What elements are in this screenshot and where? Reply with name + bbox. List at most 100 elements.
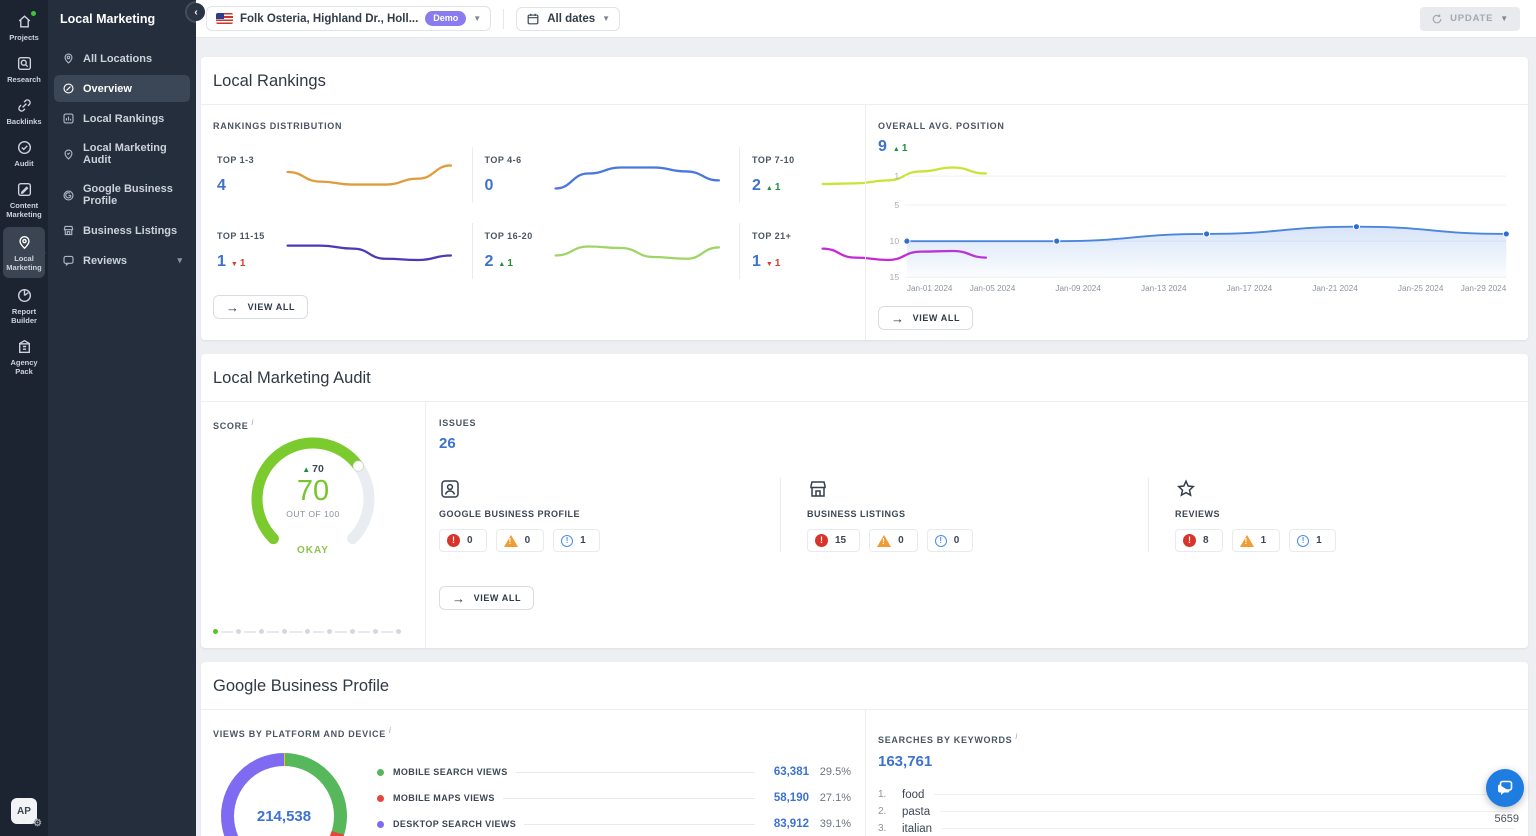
warnings-badge[interactable]: 0 (496, 529, 545, 552)
errors-count: 8 (1203, 535, 1209, 546)
legend-label: MOBILE MAPS VIEWS (393, 793, 495, 803)
sidebar-item-local-marketing-audit[interactable]: Local Marketing Audit (54, 135, 190, 173)
legend-label: DESKTOP SEARCH VIEWS (393, 819, 516, 829)
audit-issues-panel: ISSUES 26 GOOGLE BUSINESS PROFILE !0 0 !… (425, 402, 1528, 648)
sidebar-item-reviews[interactable]: Reviews ▾ (54, 247, 190, 274)
issues-group-reviews: REVIEWS !8 1 !1 (1148, 478, 1516, 552)
update-button[interactable]: UPDATE ▼ (1420, 7, 1520, 31)
notices-badge[interactable]: !1 (1289, 529, 1336, 552)
rail-item-projects[interactable]: Projects (0, 6, 48, 48)
legend-value: 58,190 (763, 792, 809, 804)
history-dot-connector (221, 631, 233, 633)
storefront-icon (62, 224, 75, 237)
rankings-view-all-button[interactable]: → VIEW ALL (213, 295, 308, 319)
rankings-tiles: TOP 1-3 4 TOP 4-6 0 TOP 7-10 (213, 147, 865, 279)
icon-rail: Projects Research Backlinks Audit Conten… (0, 0, 48, 836)
location-selector[interactable]: Folk Osteria, Highland Dr., Holl... Demo… (206, 6, 491, 31)
date-range-selector[interactable]: All dates ▼ (516, 7, 620, 31)
keywords-total: 163,761 (878, 753, 1514, 770)
arrow-right-icon: → (891, 314, 905, 323)
sidebar-item-overview[interactable]: Overview (54, 75, 190, 102)
legend-value: 63,381 (763, 766, 809, 778)
notices-count: 1 (1316, 535, 1322, 546)
searches-by-keywords-label: SEARCHES BY KEYWORDS (878, 732, 1514, 745)
reviews-chat-icon (62, 254, 75, 267)
rankings-distribution-label: RANKINGS DISTRIBUTION (213, 121, 865, 131)
warnings-badge[interactable]: 0 (869, 529, 918, 552)
svg-text:Jan-13 2024: Jan-13 2024 (1141, 284, 1187, 293)
audit-view-all-button[interactable]: → VIEW ALL (439, 586, 534, 610)
notices-badge[interactable]: !0 (927, 529, 974, 552)
rail-item-label: Research (7, 75, 41, 84)
views-by-platform-panel: VIEWS BY PLATFORM AND DEVICE 214,538 MOB… (201, 710, 865, 836)
rail-item-label: Report Builder (1, 307, 47, 325)
score-history-dots (213, 629, 401, 634)
warning-icon (877, 535, 891, 547)
google-icon (62, 189, 75, 202)
view-all-label: VIEW ALL (248, 302, 295, 312)
sidebar-collapse-button[interactable]: ‹ (187, 3, 205, 21)
chevron-down-icon: ▼ (602, 14, 610, 23)
legend-value: 83,912 (763, 818, 809, 830)
views-total: 214,538 (257, 808, 311, 825)
rail-item-label: Agency Pack (1, 358, 47, 376)
score-status: OKAY (233, 545, 393, 556)
history-dot (213, 629, 218, 634)
errors-badge[interactable]: !15 (807, 529, 860, 552)
warnings-count: 0 (898, 535, 904, 546)
error-icon: ! (1183, 534, 1196, 547)
issues-total: 26 (439, 435, 1516, 452)
sidebar-item-all-locations[interactable]: All Locations (54, 45, 190, 72)
errors-badge[interactable]: !0 (439, 529, 487, 552)
score-value: 70 (233, 475, 393, 508)
section-title: Local Rankings (201, 57, 1528, 105)
chevron-down-icon: ▼ (1500, 14, 1509, 23)
tile-value: 1 (217, 253, 226, 271)
svg-text:10: 10 (890, 236, 900, 246)
history-dot (396, 629, 401, 634)
rail-item-research[interactable]: Research (0, 48, 48, 90)
us-flag-icon (216, 13, 233, 24)
tile-label: TOP 21+ (752, 231, 810, 241)
sidebar-item-business-listings[interactable]: Business Listings (54, 217, 190, 244)
keyword-rank: 1. (878, 789, 902, 800)
sidebar-item-label: All Locations (83, 53, 152, 65)
user-avatar[interactable]: AP ⚙ (11, 798, 37, 824)
avg-position-view-all-button[interactable]: → VIEW ALL (878, 306, 973, 330)
notices-badge[interactable]: !1 (553, 529, 600, 552)
svg-text:15: 15 (890, 272, 900, 282)
rail-item-label: Projects (9, 33, 39, 42)
history-dot-connector (244, 631, 256, 633)
sparkline-chart (551, 231, 724, 277)
history-dot (259, 629, 264, 634)
issues-group-label: REVIEWS (1175, 509, 1516, 519)
agency-pack-icon (16, 338, 33, 355)
sidebar-item-local-rankings[interactable]: Local Rankings (54, 105, 190, 132)
sidebar-item-google-business-profile[interactable]: Google Business Profile (54, 176, 190, 214)
tile-delta: 1 (498, 258, 513, 269)
chat-widget-button[interactable] (1486, 769, 1524, 807)
chevron-down-icon: ▼ (473, 14, 481, 23)
svg-text:Jan-29 2024: Jan-29 2024 (1461, 284, 1507, 293)
rail-item-agency-pack[interactable]: Agency Pack (0, 331, 48, 382)
warnings-count: 0 (525, 535, 531, 546)
chat-bubble-icon (1495, 778, 1515, 798)
rail-item-local-marketing[interactable]: Local Marketing (3, 227, 45, 278)
rail-item-backlinks[interactable]: Backlinks (0, 90, 48, 132)
errors-badge[interactable]: !8 (1175, 529, 1223, 552)
rail-item-content-marketing[interactable]: Content Marketing (0, 174, 48, 225)
history-dot (350, 629, 355, 634)
sparkline-chart (283, 231, 456, 277)
legend-dot-icon (377, 821, 384, 828)
arrow-right-icon: → (452, 594, 466, 603)
warning-icon (504, 535, 518, 547)
history-dot-connector (358, 631, 370, 633)
score-gauge: ▲70 70 OUT OF 100 OKAY (233, 433, 393, 568)
warnings-badge[interactable]: 1 (1232, 529, 1281, 552)
history-dot-connector (290, 631, 302, 633)
legend-dot-icon (377, 769, 384, 776)
rail-item-audit[interactable]: Audit (0, 132, 48, 174)
rail-item-report-builder[interactable]: Report Builder (0, 280, 48, 331)
home-icon (16, 13, 33, 30)
rankings-tile-top-1-3: TOP 1-3 4 (213, 147, 472, 203)
